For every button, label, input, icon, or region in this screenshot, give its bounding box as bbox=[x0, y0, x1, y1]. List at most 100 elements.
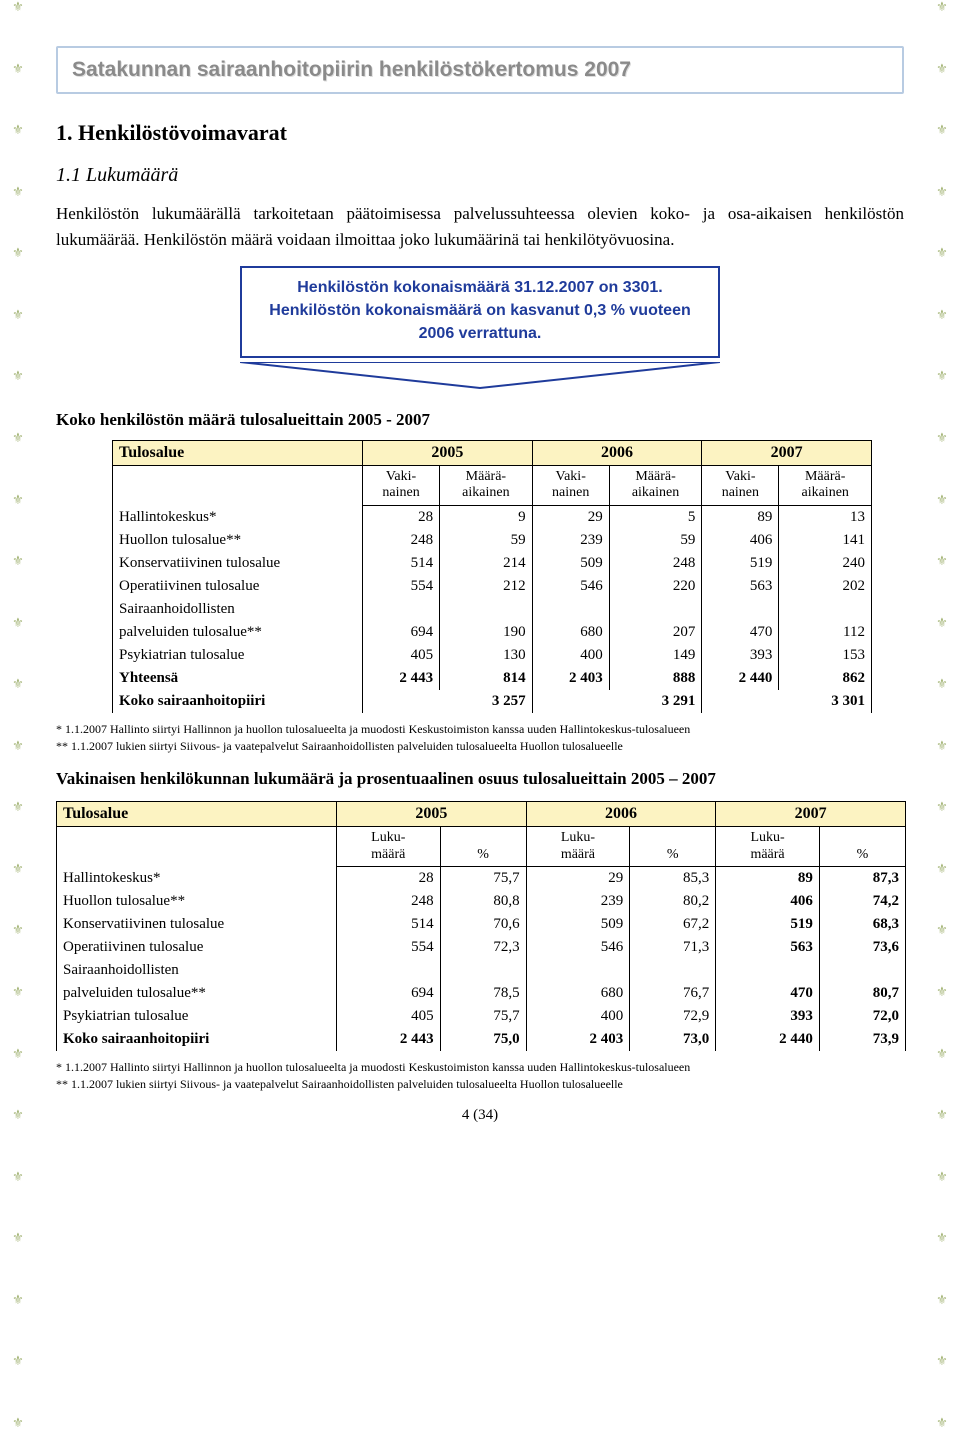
table-cell: 5 bbox=[609, 506, 702, 530]
table-grand-cell: 3 257 bbox=[363, 690, 533, 713]
table-cell: 2 403 bbox=[532, 667, 609, 690]
table2-sub-luku: Luku-määrä bbox=[337, 826, 441, 867]
table-cell: 405 bbox=[363, 644, 440, 667]
table-cell: 862 bbox=[779, 667, 872, 690]
table-cell: 72,0 bbox=[819, 1005, 905, 1028]
table2-sub-pct: % bbox=[440, 826, 526, 867]
table-cell: 554 bbox=[363, 575, 440, 598]
table-total-label: Yhteensä bbox=[113, 667, 363, 690]
table-cell: 509 bbox=[532, 552, 609, 575]
table-cell: 546 bbox=[526, 936, 630, 959]
table1: Tulosalue 2005 2006 2007 Vaki-nainen Mää… bbox=[112, 440, 872, 714]
table-cell: 207 bbox=[609, 621, 702, 644]
table-grand-cell: 3 301 bbox=[702, 690, 872, 713]
table1-sub-vaki: Vaki-nainen bbox=[363, 465, 440, 506]
table-cell: 470 bbox=[716, 982, 820, 1005]
table-cell: 514 bbox=[337, 913, 441, 936]
table-cell: 2 440 bbox=[716, 1028, 820, 1051]
table-cell: 71,3 bbox=[630, 936, 716, 959]
table-cell: 519 bbox=[716, 913, 820, 936]
table1-sub-maara: Määrä-aikainen bbox=[440, 465, 533, 506]
table2-year-2007: 2007 bbox=[716, 801, 906, 826]
table2-caption: Vakinaisen henkilökunnan lukumäärä ja pr… bbox=[56, 769, 904, 789]
table2-col-label: Tulosalue bbox=[57, 801, 337, 826]
table-cell: 393 bbox=[702, 644, 779, 667]
table-row-label: Huollon tulosalue** bbox=[57, 890, 337, 913]
table-cell: 73,6 bbox=[819, 936, 905, 959]
table-cell: 406 bbox=[716, 890, 820, 913]
table-cell: 149 bbox=[609, 644, 702, 667]
footnote-a: * 1.1.2007 Hallinto siirtyi Hallinnon ja… bbox=[56, 721, 904, 738]
footnote-b: ** 1.1.2007 lukien siirtyi Siivous- ja v… bbox=[56, 1076, 904, 1093]
table-cell: 13 bbox=[779, 506, 872, 530]
table-cell: 68,3 bbox=[819, 913, 905, 936]
table-cell: 80,8 bbox=[440, 890, 526, 913]
table2: Tulosalue 2005 2006 2007 Luku-määrä % Lu… bbox=[56, 801, 906, 1052]
table-row-label: Sairaanhoidollisten bbox=[113, 598, 363, 621]
table-cell: 153 bbox=[779, 644, 872, 667]
table1-footnotes: * 1.1.2007 Hallinto siirtyi Hallinnon ja… bbox=[56, 721, 904, 755]
table-cell: 73,9 bbox=[819, 1028, 905, 1051]
table-cell: 554 bbox=[337, 936, 441, 959]
table-cell: 89 bbox=[702, 506, 779, 530]
table-cell: 546 bbox=[532, 575, 609, 598]
table-cell: 29 bbox=[526, 867, 630, 891]
table-row-label: Hallintokeskus* bbox=[113, 506, 363, 530]
table-row-label: Konservatiivinen tulosalue bbox=[113, 552, 363, 575]
table-cell: 2 440 bbox=[702, 667, 779, 690]
table-cell: 28 bbox=[363, 506, 440, 530]
table-row-label: Operatiivinen tulosalue bbox=[113, 575, 363, 598]
table2-year-2005: 2005 bbox=[337, 801, 527, 826]
table-cell: 509 bbox=[526, 913, 630, 936]
table-row-label: Operatiivinen tulosalue bbox=[57, 936, 337, 959]
table-cell: 28 bbox=[337, 867, 441, 891]
table1-sub-vaki: Vaki-nainen bbox=[702, 465, 779, 506]
table-cell: 680 bbox=[526, 982, 630, 1005]
table1-caption: Koko henkilöstön määrä tulosalueittain 2… bbox=[56, 410, 904, 430]
table-cell: 75,0 bbox=[440, 1028, 526, 1051]
table-cell: 29 bbox=[532, 506, 609, 530]
table2-sub-luku: Luku-määrä bbox=[716, 826, 820, 867]
table-cell: 248 bbox=[363, 529, 440, 552]
table-cell: 405 bbox=[337, 1005, 441, 1028]
table2-sub-luku: Luku-määrä bbox=[526, 826, 630, 867]
subsection-heading: 1.1 Lukumäärä bbox=[56, 164, 904, 187]
table-cell: 72,3 bbox=[440, 936, 526, 959]
table2-year-2006: 2006 bbox=[526, 801, 716, 826]
page-number: 4 (34) bbox=[56, 1107, 904, 1124]
footnote-a: * 1.1.2007 Hallinto siirtyi Hallinnon ja… bbox=[56, 1059, 904, 1076]
table-cell: 141 bbox=[779, 529, 872, 552]
table-row-label: palveluiden tulosalue** bbox=[113, 621, 363, 644]
table-cell: 519 bbox=[702, 552, 779, 575]
table-cell: 85,3 bbox=[630, 867, 716, 891]
table-cell: 470 bbox=[702, 621, 779, 644]
table-cell: 73,0 bbox=[630, 1028, 716, 1051]
table1-year-2005: 2005 bbox=[363, 440, 533, 465]
table-row-label: Sairaanhoidollisten bbox=[57, 959, 337, 982]
table2-footnotes: * 1.1.2007 Hallinto siirtyi Hallinnon ja… bbox=[56, 1059, 904, 1093]
table-cell: 888 bbox=[609, 667, 702, 690]
table-cell: 74,2 bbox=[819, 890, 905, 913]
table-cell: 400 bbox=[532, 644, 609, 667]
table-cell: 694 bbox=[363, 621, 440, 644]
callout-line-2: Henkilöstön kokonaismäärä on kasvanut 0,… bbox=[258, 299, 702, 345]
decorative-border-left: ⚜⚜⚜⚜⚜⚜⚜⚜⚜⚜⚜⚜⚜⚜⚜⚜⚜⚜⚜⚜⚜⚜⚜⚜ bbox=[4, 0, 32, 1429]
decorative-border-right: ⚜⚜⚜⚜⚜⚜⚜⚜⚜⚜⚜⚜⚜⚜⚜⚜⚜⚜⚜⚜⚜⚜⚜⚜ bbox=[928, 0, 956, 1429]
table-cell: 400 bbox=[526, 1005, 630, 1028]
table-grand-label: Koko sairaanhoitopiiri bbox=[113, 690, 363, 713]
table1-year-2007: 2007 bbox=[702, 440, 872, 465]
table-cell: 239 bbox=[526, 890, 630, 913]
table-cell: 248 bbox=[609, 552, 702, 575]
table-cell: 563 bbox=[716, 936, 820, 959]
table-cell: 80,2 bbox=[630, 890, 716, 913]
table-cell: 70,6 bbox=[440, 913, 526, 936]
table-cell: 393 bbox=[716, 1005, 820, 1028]
table-cell: 814 bbox=[440, 667, 533, 690]
table2-sub-pct: % bbox=[819, 826, 905, 867]
table1-sub-maara: Määrä-aikainen bbox=[609, 465, 702, 506]
table-row-label: Psykiatrian tulosalue bbox=[113, 644, 363, 667]
table-cell: 220 bbox=[609, 575, 702, 598]
table-cell: 239 bbox=[532, 529, 609, 552]
table-cell: 75,7 bbox=[440, 1005, 526, 1028]
table-cell: 59 bbox=[440, 529, 533, 552]
